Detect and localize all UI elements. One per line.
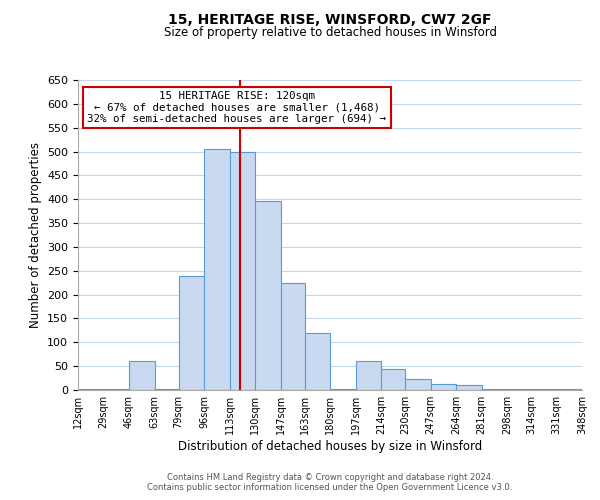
Bar [204, 149, 229, 390]
Bar [281, 282, 305, 390]
Bar [155, 388, 179, 390]
Bar [129, 362, 155, 390]
Bar [330, 388, 355, 390]
Bar [78, 388, 104, 390]
X-axis label: Distribution of detached houses by size in Winsford: Distribution of detached houses by size … [178, 440, 482, 453]
Text: 15 HERITAGE RISE: 120sqm
← 67% of detached houses are smaller (1,468)
32% of sem: 15 HERITAGE RISE: 120sqm ← 67% of detach… [87, 91, 386, 124]
Bar [557, 388, 582, 390]
Bar [431, 384, 456, 390]
Text: Size of property relative to detached houses in Winsford: Size of property relative to detached ho… [163, 26, 497, 39]
Bar [104, 388, 129, 390]
Bar [405, 379, 431, 390]
Bar [179, 276, 204, 390]
Bar [255, 200, 281, 390]
Text: Contains HM Land Registry data © Crown copyright and database right 2024.: Contains HM Land Registry data © Crown c… [167, 472, 493, 482]
Bar [507, 388, 531, 390]
Text: Contains public sector information licensed under the Open Government Licence v3: Contains public sector information licen… [148, 484, 512, 492]
Bar [381, 368, 405, 390]
Bar [456, 385, 482, 390]
Bar [229, 152, 255, 390]
Y-axis label: Number of detached properties: Number of detached properties [29, 142, 41, 328]
Bar [531, 388, 557, 390]
Text: 15, HERITAGE RISE, WINSFORD, CW7 2GF: 15, HERITAGE RISE, WINSFORD, CW7 2GF [168, 12, 492, 26]
Bar [355, 362, 381, 390]
Bar [305, 333, 330, 390]
Bar [482, 388, 507, 390]
